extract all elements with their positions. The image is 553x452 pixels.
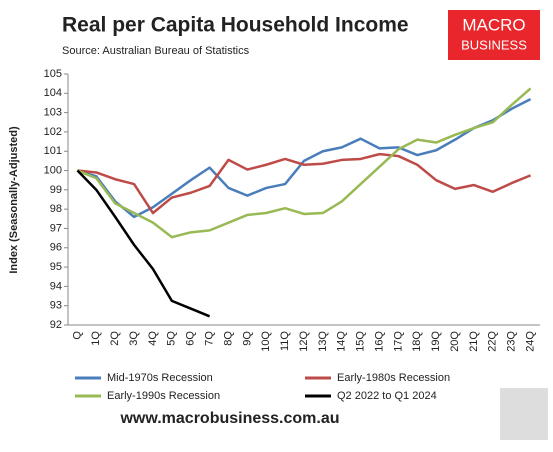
footer: www.macrobusiness.com.au bbox=[119, 410, 339, 427]
series-line bbox=[76, 87, 532, 239]
y-tick-label: 104 bbox=[44, 87, 62, 99]
y-tick-label: 101 bbox=[44, 145, 62, 157]
y-tick-label: 100 bbox=[44, 164, 62, 176]
x-tick-label: 1Q bbox=[90, 331, 102, 346]
y-tick-label: 96 bbox=[50, 242, 62, 254]
legend-label: Mid-1970s Recession bbox=[107, 372, 213, 384]
y-tick-label: 97 bbox=[50, 222, 62, 234]
legend-label: Early-1990s Recession bbox=[107, 390, 220, 402]
subtitle: Source: Australian Bureau of Statistics bbox=[62, 45, 250, 57]
x-tick-label: Q bbox=[71, 331, 83, 340]
series-line bbox=[76, 169, 211, 318]
legend-label: Early-1980s Recession bbox=[337, 372, 450, 384]
x-tick-label: 4Q bbox=[147, 331, 159, 346]
x-tick-label: 12Q bbox=[298, 331, 310, 352]
x-tick-label: 13Q bbox=[317, 331, 329, 352]
logo-box bbox=[448, 10, 540, 60]
legend-label: Q2 2022 to Q1 2024 bbox=[337, 390, 437, 402]
series-line bbox=[77, 97, 532, 219]
x-tick-label: 3Q bbox=[128, 331, 140, 346]
y-tick-label: 92 bbox=[50, 319, 62, 331]
logo-text: MACRO bbox=[462, 15, 525, 34]
y-tick-label: 93 bbox=[50, 300, 62, 312]
x-tick-label: 5Q bbox=[166, 331, 178, 346]
x-tick-label: 18Q bbox=[411, 331, 423, 352]
x-tick-label: 14Q bbox=[336, 331, 348, 352]
y-axis-label: Index (Seasonally-Adjusted) bbox=[8, 126, 20, 274]
y-tick-label: 98 bbox=[50, 203, 62, 215]
x-tick-label: 11Q bbox=[279, 331, 291, 351]
x-tick-label: 22Q bbox=[487, 331, 499, 352]
series-line bbox=[77, 152, 532, 215]
logo-text: BUSINESS bbox=[461, 37, 527, 52]
x-tick-label: 2Q bbox=[109, 331, 121, 346]
wolf-icon bbox=[500, 388, 548, 440]
y-tick-label: 99 bbox=[50, 184, 62, 196]
chart-title: Real per Capita Household Income bbox=[62, 14, 409, 37]
x-tick-label: 9Q bbox=[241, 331, 253, 346]
y-tick-label: 103 bbox=[44, 107, 62, 119]
y-tick-label: 95 bbox=[50, 261, 62, 273]
x-tick-label: 23Q bbox=[506, 331, 518, 352]
x-tick-label: 19Q bbox=[430, 331, 442, 352]
x-tick-label: 24Q bbox=[524, 331, 536, 352]
x-tick-label: 20Q bbox=[449, 331, 461, 352]
x-tick-label: 10Q bbox=[260, 331, 272, 352]
y-tick-label: 102 bbox=[44, 126, 62, 138]
y-tick-label: 105 bbox=[44, 68, 62, 80]
x-tick-label: 16Q bbox=[373, 331, 385, 352]
x-tick-label: 17Q bbox=[392, 331, 404, 352]
x-tick-label: 21Q bbox=[468, 331, 480, 352]
y-tick-label: 94 bbox=[50, 280, 62, 292]
x-tick-label: 15Q bbox=[355, 331, 367, 352]
x-tick-label: 7Q bbox=[204, 331, 216, 346]
x-tick-label: 6Q bbox=[185, 331, 197, 346]
x-tick-label: 8Q bbox=[222, 331, 234, 346]
